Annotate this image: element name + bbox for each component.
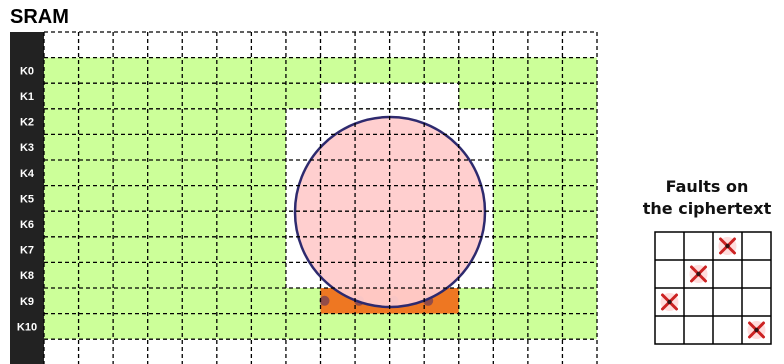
row-label: K3 (20, 142, 34, 154)
row-label: K7 (20, 245, 34, 257)
faults-legend: Faults on the ciphertext (630, 176, 784, 220)
row-label-column (10, 32, 44, 364)
row-label: K9 (20, 296, 34, 308)
row-label: K1 (20, 91, 34, 103)
row-label: K2 (20, 117, 34, 129)
sram-array: K0 K1 K2 K3 K4 K5 K6 K7 K8 K9 K10 (10, 31, 598, 364)
row-label: K6 (20, 219, 34, 231)
row-label: K8 (20, 270, 34, 282)
fault-dot (319, 295, 330, 306)
ciphertext-fault-grid (654, 231, 772, 345)
row-label: K5 (20, 193, 34, 205)
fault-mark-icon (718, 237, 737, 255)
row-labels: K0 K1 K2 K3 K4 K5 K6 K7 K8 K9 K10 (17, 65, 37, 333)
legend-line-2: the ciphertext (642, 199, 772, 218)
fault-mark-icon (660, 293, 679, 311)
row-label: K10 (17, 321, 37, 333)
sram-title: SRAM (10, 6, 69, 28)
legend-line-1: Faults on (665, 177, 749, 196)
fault-mark-icon (689, 265, 708, 283)
row-label: K4 (20, 168, 35, 180)
cell-grid-lines (43, 31, 598, 364)
fault-mark-icon (747, 321, 766, 339)
row-label: K0 (20, 65, 34, 77)
